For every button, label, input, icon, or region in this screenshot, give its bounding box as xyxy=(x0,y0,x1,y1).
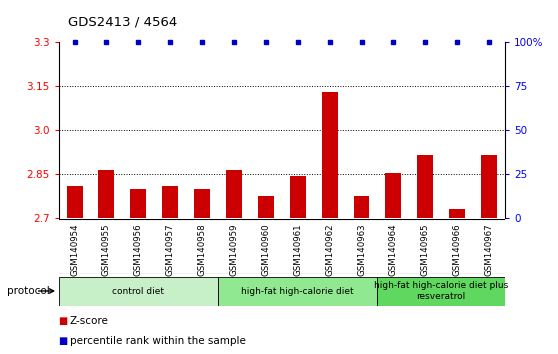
Bar xyxy=(162,185,178,218)
Bar xyxy=(226,170,242,218)
Text: high-fat high-calorie diet: high-fat high-calorie diet xyxy=(242,287,354,296)
Text: GSM140960: GSM140960 xyxy=(261,223,270,276)
Bar xyxy=(377,277,505,306)
Text: GSM140959: GSM140959 xyxy=(229,223,238,276)
Text: GDS2413 / 4564: GDS2413 / 4564 xyxy=(68,16,177,29)
Bar xyxy=(66,185,83,218)
Text: GSM140965: GSM140965 xyxy=(421,223,430,276)
Text: GSM140963: GSM140963 xyxy=(357,223,366,276)
Bar xyxy=(98,170,114,218)
Text: GSM140962: GSM140962 xyxy=(325,223,334,276)
Bar xyxy=(321,92,338,218)
Text: GSM140961: GSM140961 xyxy=(294,223,302,276)
Bar xyxy=(481,155,497,218)
Text: GSM140955: GSM140955 xyxy=(102,223,111,276)
Text: ■: ■ xyxy=(59,336,68,346)
Bar xyxy=(449,209,465,218)
Bar xyxy=(290,176,306,218)
Text: percentile rank within the sample: percentile rank within the sample xyxy=(70,336,246,346)
Bar xyxy=(417,155,433,218)
Text: GSM140967: GSM140967 xyxy=(484,223,493,276)
Text: control diet: control diet xyxy=(112,287,164,296)
Text: GSM140966: GSM140966 xyxy=(453,223,461,276)
Bar xyxy=(131,189,146,218)
Text: ■: ■ xyxy=(59,316,68,326)
Text: high-fat high-calorie diet plus
resveratrol: high-fat high-calorie diet plus resverat… xyxy=(374,281,508,301)
Bar xyxy=(218,277,377,306)
Text: GSM140956: GSM140956 xyxy=(134,223,143,276)
Text: GSM140964: GSM140964 xyxy=(389,223,398,276)
Text: protocol: protocol xyxy=(7,286,50,296)
Text: GSM140958: GSM140958 xyxy=(198,223,206,276)
Bar xyxy=(258,196,274,218)
Bar xyxy=(386,173,401,218)
Text: GSM140954: GSM140954 xyxy=(70,223,79,276)
Bar xyxy=(194,189,210,218)
Text: Z-score: Z-score xyxy=(70,316,109,326)
Text: GSM140957: GSM140957 xyxy=(166,223,175,276)
Bar xyxy=(59,277,218,306)
Bar xyxy=(354,196,369,218)
